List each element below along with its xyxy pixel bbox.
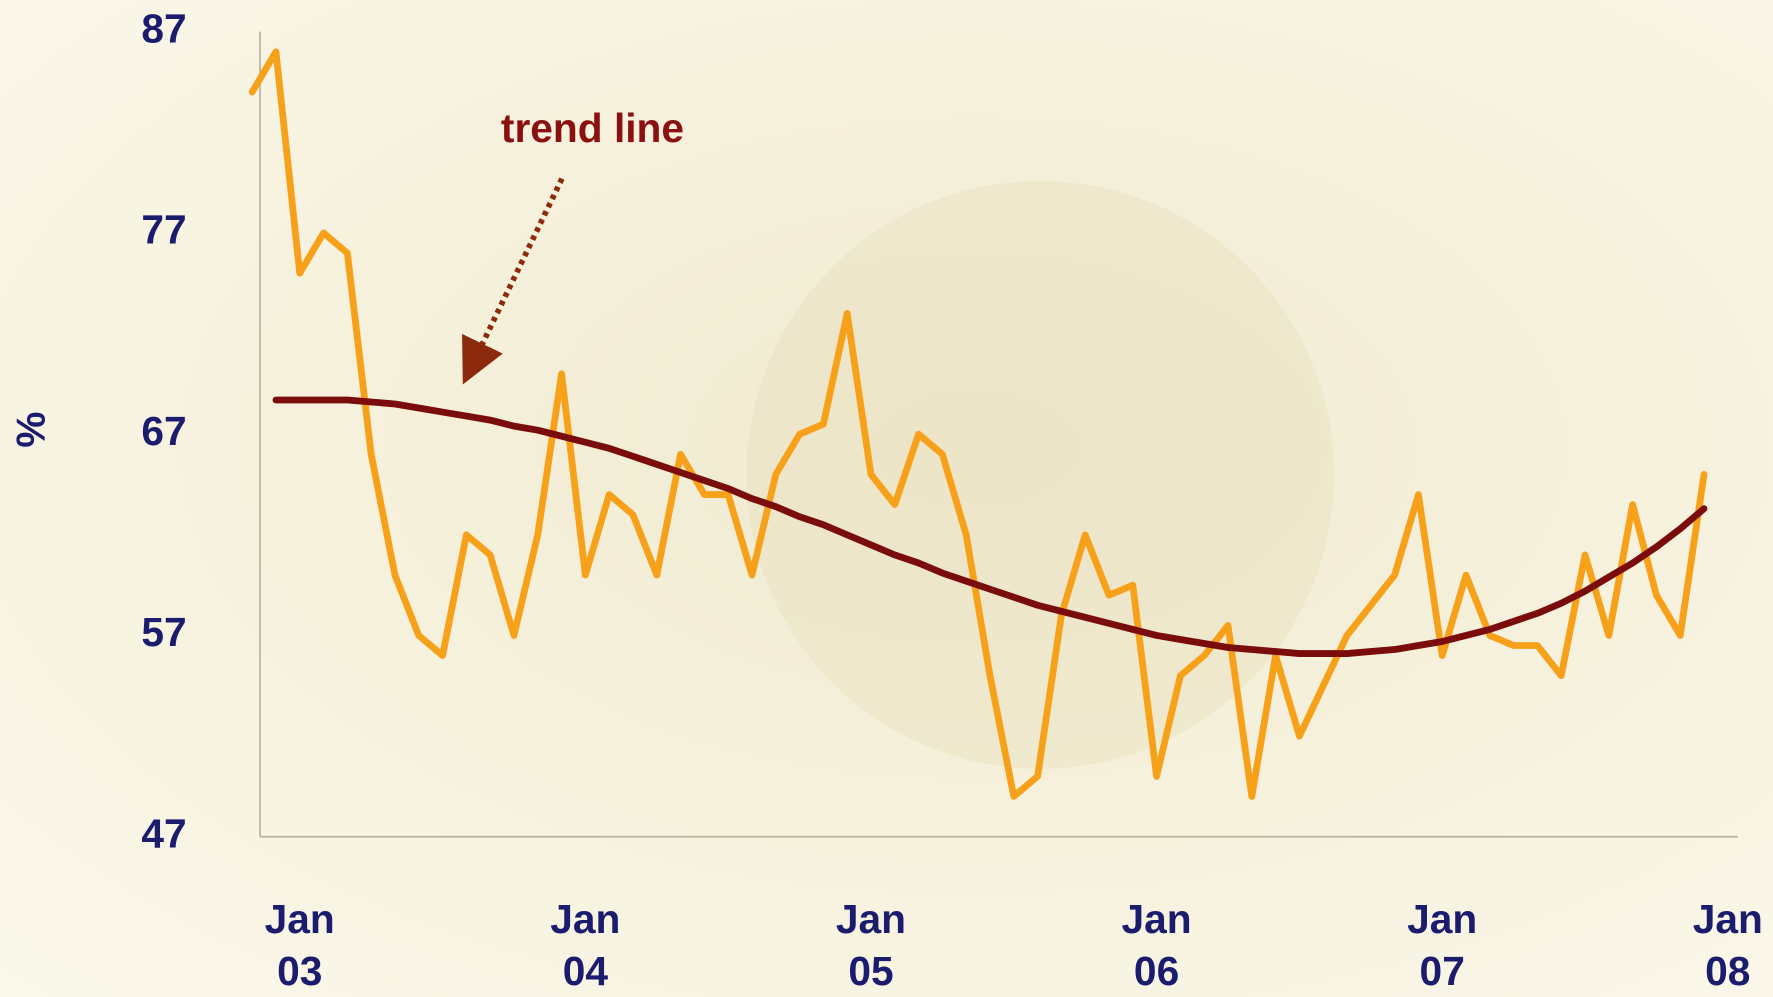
y-tick-label: 67 (141, 408, 186, 454)
y-tick-label: 47 (141, 810, 186, 856)
y-tick-label: 57 (141, 609, 186, 655)
x-tick-label: Jan 08 (1692, 895, 1763, 994)
x-tick-label: Jan 06 (1121, 895, 1192, 994)
annotation-arrow (462, 177, 565, 385)
y-tick-label: 87 (141, 5, 186, 51)
series-line (272, 396, 1708, 657)
series-line (248, 48, 1708, 800)
y-axis-label: % (8, 412, 54, 448)
x-tick-label: Jan 05 (835, 895, 907, 994)
x-tick-label: Jan 04 (550, 895, 621, 994)
background-seal (746, 180, 1335, 769)
annotation: trend line (501, 105, 684, 151)
y-tick-label: 77 (141, 207, 186, 253)
x-tick-label: Jan 03 (264, 895, 335, 994)
x-tick-label: Jan 07 (1407, 895, 1478, 994)
